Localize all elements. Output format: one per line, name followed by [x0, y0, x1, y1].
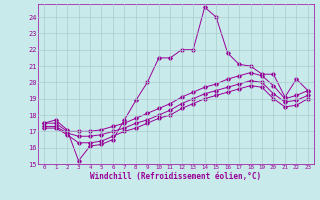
X-axis label: Windchill (Refroidissement éolien,°C): Windchill (Refroidissement éolien,°C): [91, 172, 261, 181]
